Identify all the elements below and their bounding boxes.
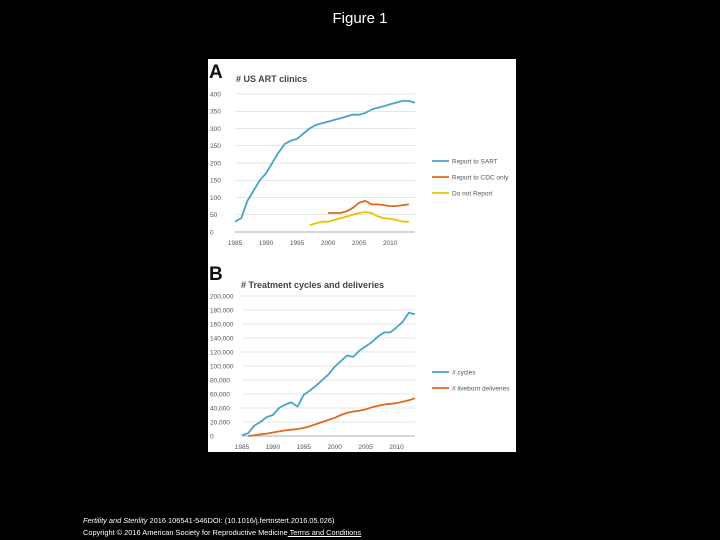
- x-tick-label: 2005: [358, 444, 373, 451]
- y-tick-label: 100: [210, 195, 221, 202]
- y-tick-label: 0: [210, 229, 214, 236]
- y-tick-label: 200,000: [210, 293, 234, 300]
- copyright-line: Copyright © 2016 American Society for Re…: [83, 527, 361, 539]
- x-tick-label: 1995: [290, 240, 305, 247]
- y-tick-label: 0: [210, 433, 214, 440]
- panel-label-b: B: [209, 264, 223, 285]
- y-tick-label: 40,000: [210, 405, 230, 412]
- figure-image: A # US ART clinics 0 50 100 150 200 250 300 350 40…: [208, 59, 516, 452]
- series-line-report-to-sart: [234, 100, 416, 223]
- y-tick-label: 400: [210, 91, 221, 98]
- x-tick-label: 1990: [259, 240, 274, 247]
- x-tick-label: 2000: [327, 444, 342, 451]
- panel-label-a: A: [209, 62, 223, 83]
- y-tick-label: 100,000: [210, 363, 234, 370]
- series-line-report-to-cdc-only: [328, 199, 409, 214]
- x-tick-label: 1985: [235, 444, 250, 451]
- legend-label: Report to SART: [452, 158, 498, 165]
- x-tick-label: 2010: [389, 444, 404, 451]
- y-tick-label: 80,000: [210, 377, 230, 384]
- y-tick-label: 20,000: [210, 419, 230, 426]
- journal-name: Fertility and Sterility: [83, 516, 148, 525]
- legend-label: # liveborn deliveries: [452, 385, 510, 392]
- y-tick-label: 140,000: [210, 335, 234, 342]
- y-tick-label: 160,000: [210, 321, 234, 328]
- terms-and-conditions-link[interactable]: Terms and Conditions: [287, 528, 362, 537]
- copyright-text: Copyright © 2016 American Society for Re…: [83, 528, 288, 537]
- figure-title: Figure 1: [332, 10, 388, 27]
- chart-title-0: # US ART clinics: [236, 74, 307, 84]
- y-tick-label: 60,000: [210, 391, 230, 398]
- figure-svg: A # US ART clinics 0 50 100 150 200 250 300 350 40…: [209, 62, 510, 451]
- y-tick-label: 150: [210, 178, 221, 185]
- citation-line: Fertility and Sterility 2016 106541-546D…: [83, 515, 361, 527]
- y-tick-label: 120,000: [210, 349, 234, 356]
- y-tick-label: 350: [210, 109, 221, 116]
- legend-label: Do not Report: [452, 190, 493, 197]
- y-tick-label: 300: [210, 126, 221, 133]
- legend-label: Report to CDC only: [452, 174, 509, 181]
- figure-caption: Fertility and Sterility 2016 106541-546D…: [83, 515, 361, 539]
- series-line-cycles: [241, 311, 416, 437]
- legend-label: # cycles: [452, 369, 476, 376]
- chart-title-1: # Treatment cycles and deliveries: [241, 280, 384, 290]
- x-tick-label: 1990: [266, 444, 281, 451]
- x-tick-label: 2005: [352, 240, 367, 247]
- y-tick-label: 50: [210, 212, 218, 219]
- y-tick-label: 200: [210, 160, 221, 167]
- y-tick-label: 180,000: [210, 307, 234, 314]
- x-tick-label: 2000: [321, 240, 336, 247]
- series-line-do-not-report: [309, 211, 409, 226]
- x-tick-label: 2010: [383, 240, 398, 247]
- citation-text: 2016 106541-546DOI: (10.1016/j.fertnster…: [147, 516, 335, 525]
- x-tick-label: 1985: [228, 240, 243, 247]
- series-line-liveborn-deliveries: [248, 397, 416, 437]
- x-tick-label: 1995: [297, 444, 312, 451]
- y-tick-label: 250: [210, 143, 221, 150]
